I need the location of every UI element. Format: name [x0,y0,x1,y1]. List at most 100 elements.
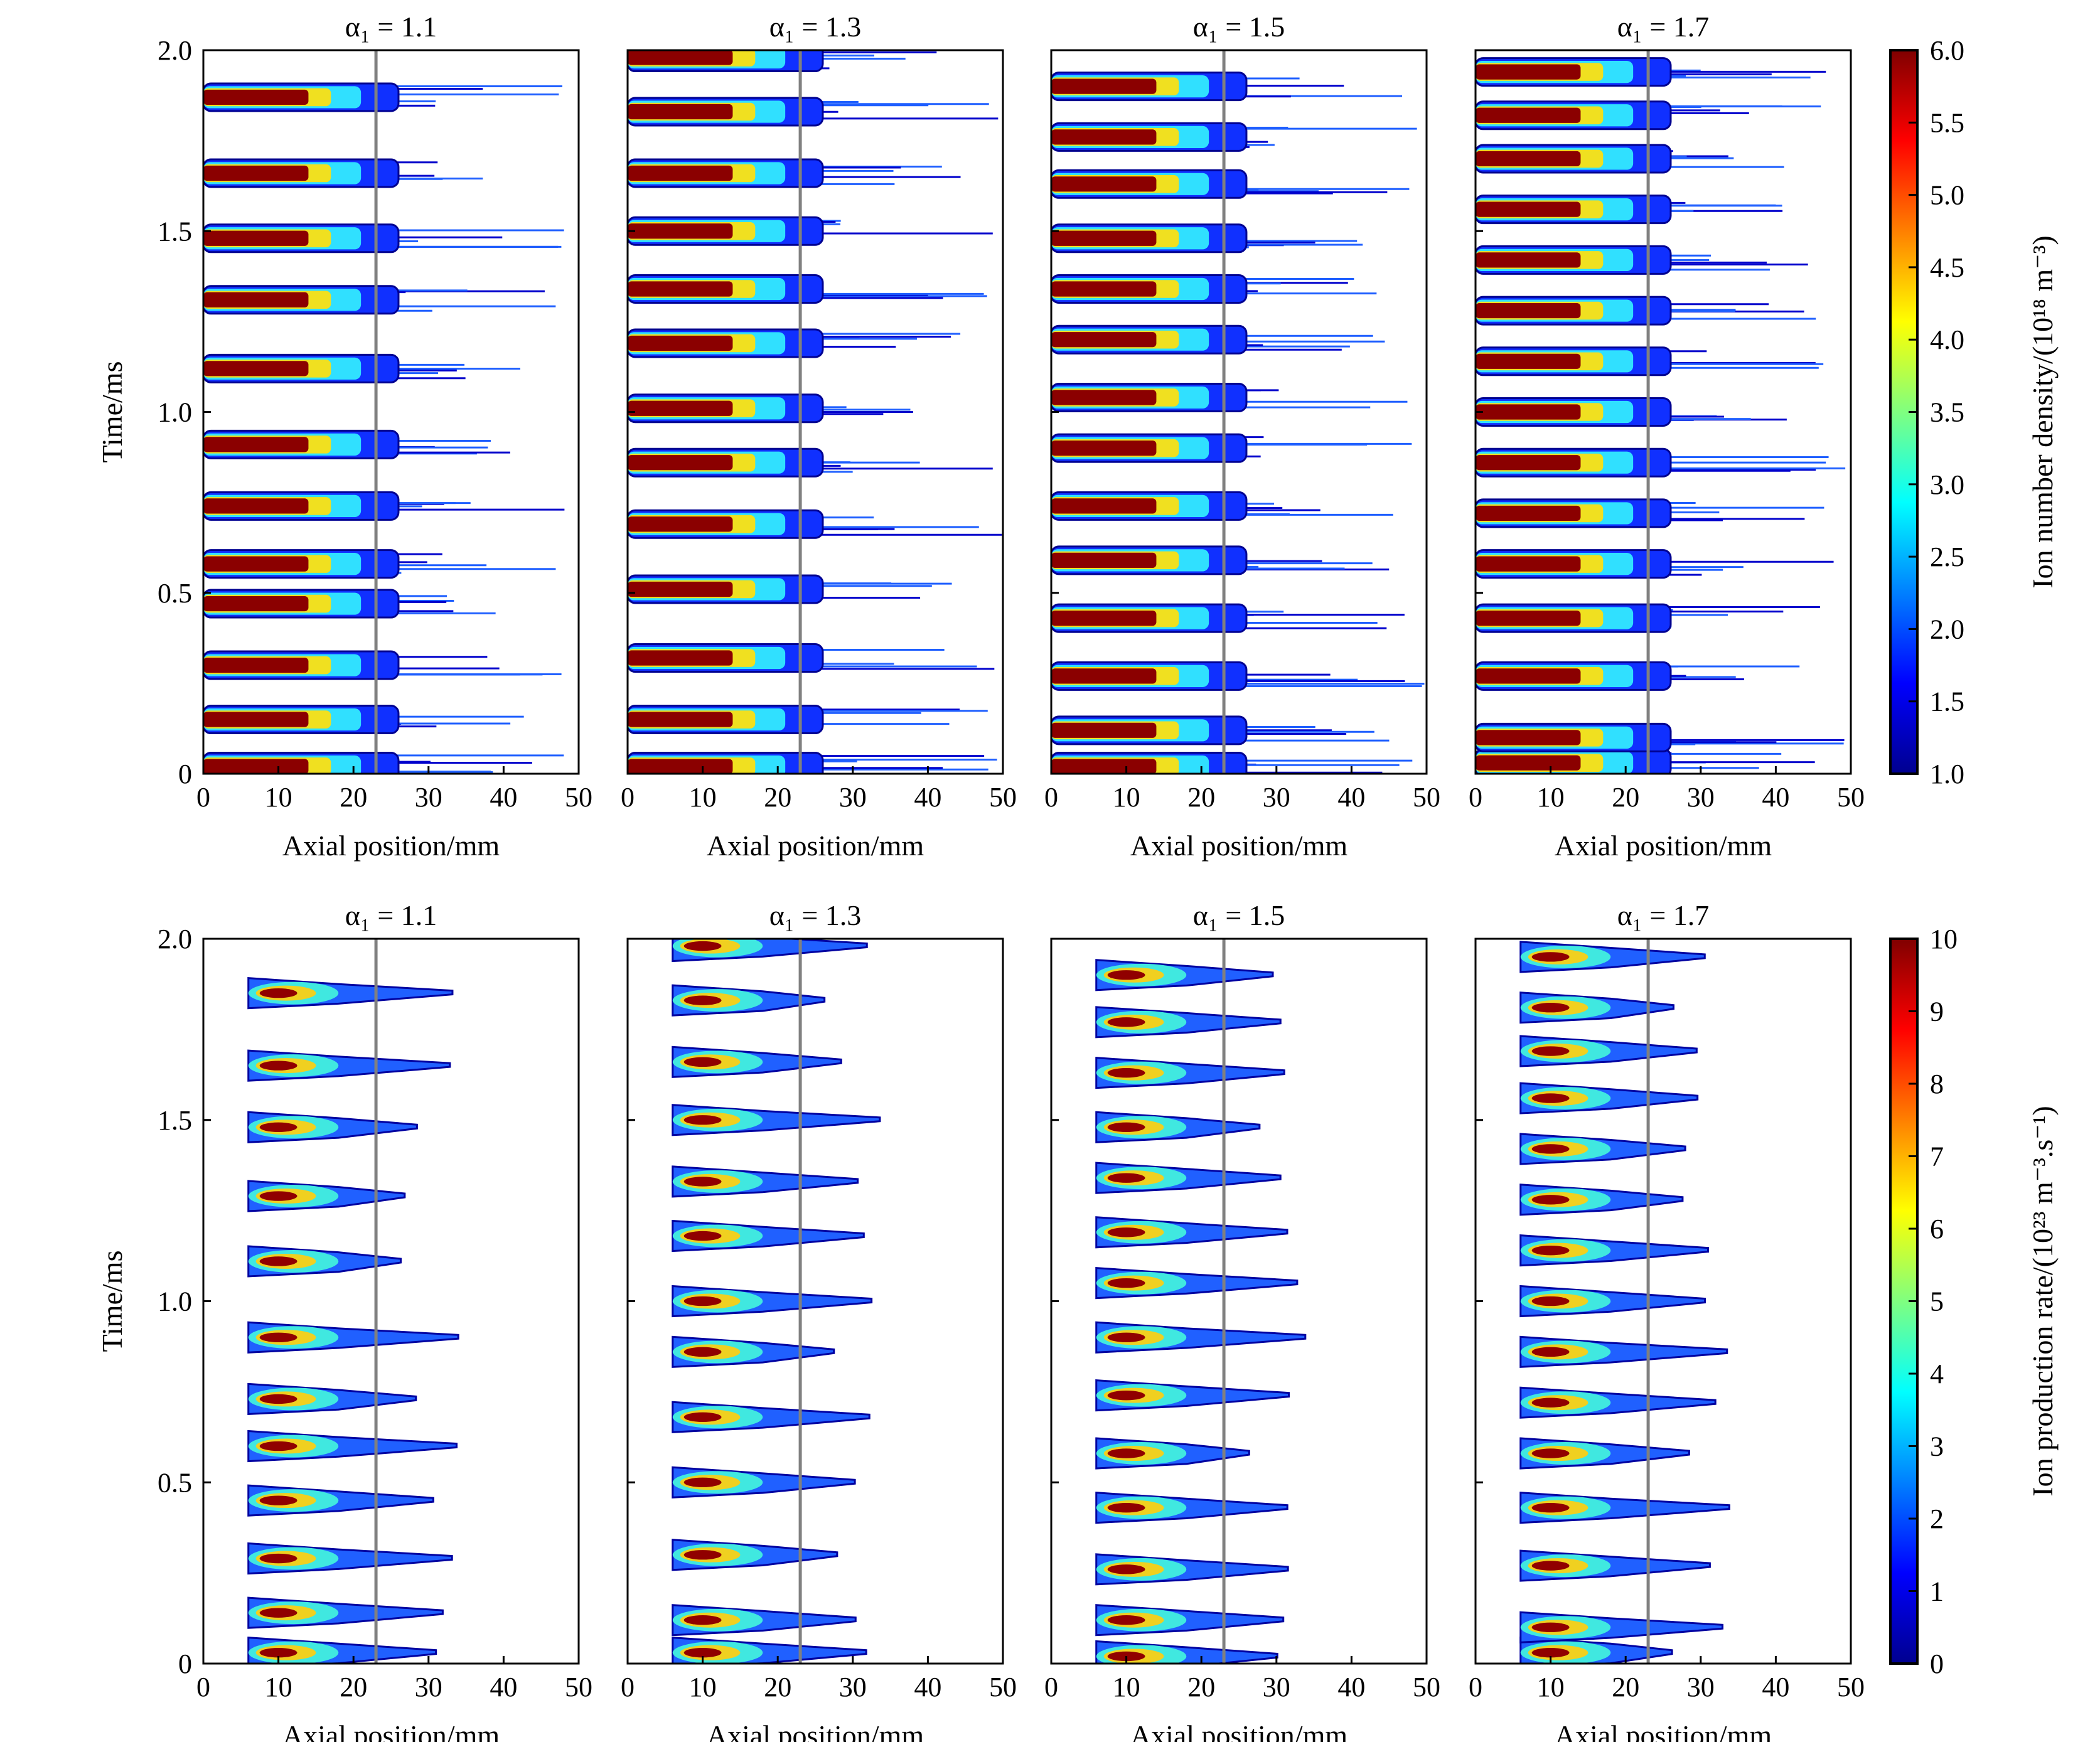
pulse-2 [1095,1553,1289,1586]
colorbar-tick-label: 6.0 [1930,35,1964,66]
pulse-3 [1519,1492,1730,1524]
pulse-5 [1519,1386,1717,1419]
x-tick-label: 40 [1762,1672,1789,1702]
pulse-9 [1476,296,1816,326]
panel-title: α₁ = 1.7 [1617,11,1710,43]
pulse-8 [1095,1216,1288,1249]
pulse-6 [1519,1335,1728,1368]
y-tick-label: 0 [178,759,192,789]
x-tick-label: 50 [989,1672,1017,1702]
pulse-1 [1095,1604,1285,1637]
x-tick-label: 30 [1263,782,1290,813]
contour-level-max [683,1115,722,1125]
pulse-10 [1095,1111,1261,1143]
pulse-2 [672,1539,838,1571]
contour-level-max [1476,755,1581,771]
contour-level-max [1531,952,1570,962]
x-tick-label: 40 [1337,1672,1365,1702]
pulse-1 [203,705,524,735]
x-tick-label: 50 [1413,1672,1440,1702]
contour-level-max [628,335,733,351]
contour-level-max [1107,1332,1145,1342]
contour-level-max [683,995,722,1005]
pulse-10 [1519,1133,1686,1165]
pulse-10 [1051,223,1363,254]
pulse-7 [672,1219,865,1253]
contour-level-max [1531,1046,1570,1056]
pulse-12 [1051,122,1417,152]
pulse-7 [247,1245,402,1278]
colorbar-tick-label: 2.5 [1930,542,1964,572]
contour-level-max [1476,668,1581,684]
heatmap-layer [247,977,459,1664]
pulse-13 [1476,100,1821,131]
pulse-2 [1476,661,1800,691]
x-axis-label: Axial position/mm [1555,1719,1772,1742]
pulse-1 [1519,1611,1724,1643]
contour-level-max [1531,1093,1570,1103]
subplot-0-3: α₁ = 1.7 0 10 20 30 40 50 Axial position/mm [1469,11,1865,862]
x-tick-label: 30 [415,1672,442,1702]
contour-level-max [1531,1647,1570,1658]
pulse-5 [247,1382,417,1416]
contour-level-max [1531,1144,1570,1154]
contour-level-max [203,712,309,727]
y-tick-label: 1.5 [158,216,192,247]
contour-level-max [683,1615,722,1625]
pulse-0 [203,751,564,774]
x-tick-label: 0 [1469,782,1482,813]
panel-title: α₁ = 1.1 [345,11,437,43]
contour-level-max [628,400,733,416]
contour-level-max [1107,1067,1145,1078]
pulse-11 [1095,1057,1285,1089]
contour-level-max [259,1256,297,1266]
panel-title: α₁ = 1.3 [769,899,862,931]
pulse-3 [247,1484,434,1517]
x-tick-label: 20 [764,1672,791,1702]
heatmap-layer [672,939,881,1664]
contour-level-max [628,281,733,297]
contour-level-max [1531,1296,1570,1306]
contour-level-max [1107,1017,1145,1027]
x-tick-label: 10 [1113,1672,1140,1702]
contour-level-max [1531,1622,1570,1632]
pulse-0 [1051,751,1413,774]
contour-level-max [203,361,309,377]
contour-level-max [1051,332,1157,348]
pulse-4 [1051,545,1390,575]
contour-level-max [683,941,722,951]
contour-level-max [203,556,309,572]
contour-level-max [203,230,309,246]
x-tick-label: 20 [1612,782,1639,813]
y-tick-label: 0.5 [158,1467,192,1498]
colorbar-tick-label: 4.0 [1930,324,1964,355]
x-axis-label: Axial position/mm [282,1719,500,1742]
pulse-2 [1051,661,1425,691]
pulse-4 [628,509,1002,539]
pulse-4 [1519,1437,1690,1470]
pulse-12 [1095,1006,1282,1039]
x-tick-label: 0 [621,782,635,813]
contour-level-max [1476,730,1581,745]
x-tick-label: 0 [1469,1672,1482,1702]
x-tick-label: 50 [1837,782,1865,813]
colorbar-tick-label: 10 [1930,924,1958,954]
y-tick-label: 1.5 [158,1105,192,1136]
heatmap-layer [1476,57,1846,774]
x-axis-label: Axial position/mm [707,830,924,862]
pulse-9 [672,1104,881,1136]
contour-level-max [1107,1448,1145,1458]
heatmap-layer [1519,941,1730,1664]
y-axis-label: Time/ms [96,1251,128,1352]
colorbar-tick-label: 3.5 [1930,397,1964,428]
panel-title: α₁ = 1.3 [769,11,862,43]
pulse-12 [628,50,937,73]
x-tick-label: 0 [1044,782,1058,813]
pulse-1 [1476,722,1845,752]
contour-level-max [203,89,309,105]
x-tick-label: 10 [689,782,717,813]
x-tick-label: 20 [340,1672,367,1702]
pulse-1 [672,1604,857,1637]
pulse-0 [1519,1637,1673,1664]
contour-level-max [1051,230,1157,246]
